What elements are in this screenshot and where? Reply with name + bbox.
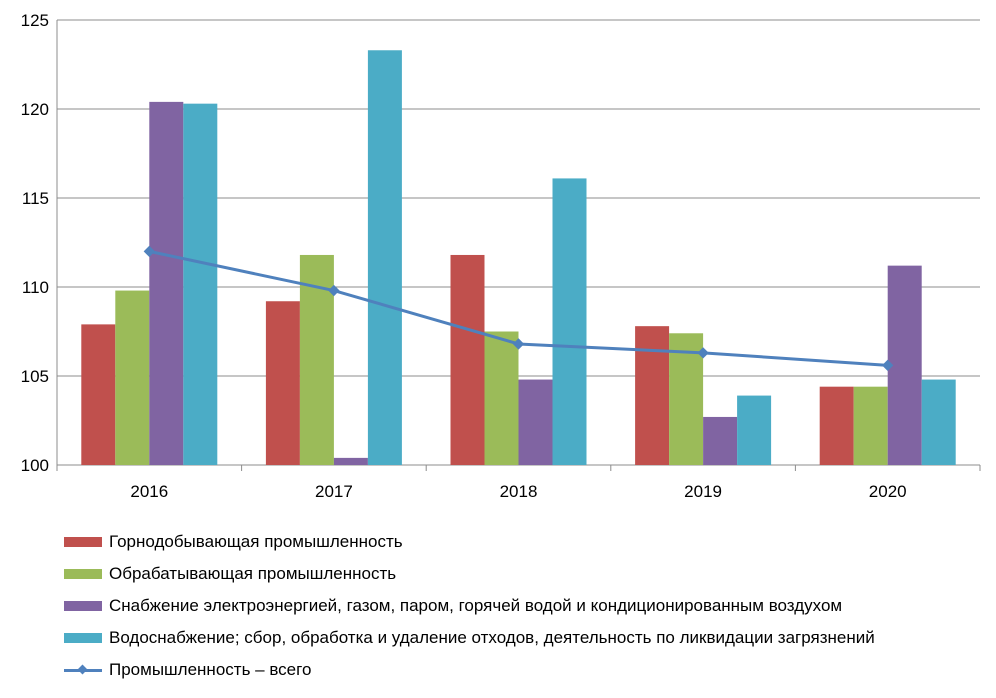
x-tick-label: 2018 [500,482,538,501]
legend-label-total: Промышленность – всего [109,660,312,679]
legend-item-water: Водоснабжение; сбор, обработка и удалени… [64,622,875,654]
bar [819,386,854,465]
bar [853,386,888,465]
line-point [143,245,155,258]
bar [518,379,553,465]
x-tick-label: 2016 [130,482,168,501]
legend-swatch-mining [64,537,102,547]
x-tick-label: 2019 [684,482,722,501]
line-point [512,338,525,350]
legend-label-mining: Горнодобывающая промышленность [109,532,403,551]
line-point [328,284,340,297]
legend-swatch-water [64,633,102,643]
bar [149,101,184,465]
legend-label-water: Водоснабжение; сбор, обработка и удалени… [109,628,875,647]
bar [484,331,519,465]
y-tick-label: 105 [21,367,49,386]
bar [703,416,738,465]
y-tick-label: 110 [22,278,49,297]
legend-item-mining: Горнодобывающая промышленность [64,526,875,558]
bar [737,395,772,465]
bar [367,50,402,465]
bar [669,333,704,465]
bar [635,326,670,465]
bar [115,290,150,465]
line-point [882,359,894,371]
y-tick-label: 125 [21,11,49,30]
legend-swatch-manufacturing [64,569,102,579]
bar [552,178,587,466]
y-tick-label: 115 [22,189,49,208]
legend-item-manufacturing: Обрабатывающая промышленность [64,558,875,590]
bar [183,103,218,465]
bar [887,265,922,465]
bar [81,324,116,465]
legend-item-total: Промышленность – всего [64,654,875,686]
bar [265,301,300,465]
legend-item-energy: Снабжение электроэнергией, газом, паром,… [64,590,875,622]
legend-label-energy: Снабжение электроэнергией, газом, паром,… [109,596,843,615]
bar [333,457,368,465]
legend-swatch-total [64,664,102,675]
legend-label-manufacturing: Обрабатывающая промышленность [109,564,397,583]
y-tick-label: 100 [21,456,49,475]
legend-swatch-energy [64,601,102,611]
line-point [697,347,709,359]
chart-legend: Горнодобывающая промышленность Обрабатыв… [64,526,875,686]
x-tick-label: 2017 [315,482,353,501]
bar [921,379,956,465]
x-tick-label: 2020 [869,482,907,501]
chart-plot: 100 105 110 115 120 125 2016 2017 2018 2019 2020 [21,11,981,501]
y-tick-label: 120 [21,100,49,119]
bar [450,254,485,465]
